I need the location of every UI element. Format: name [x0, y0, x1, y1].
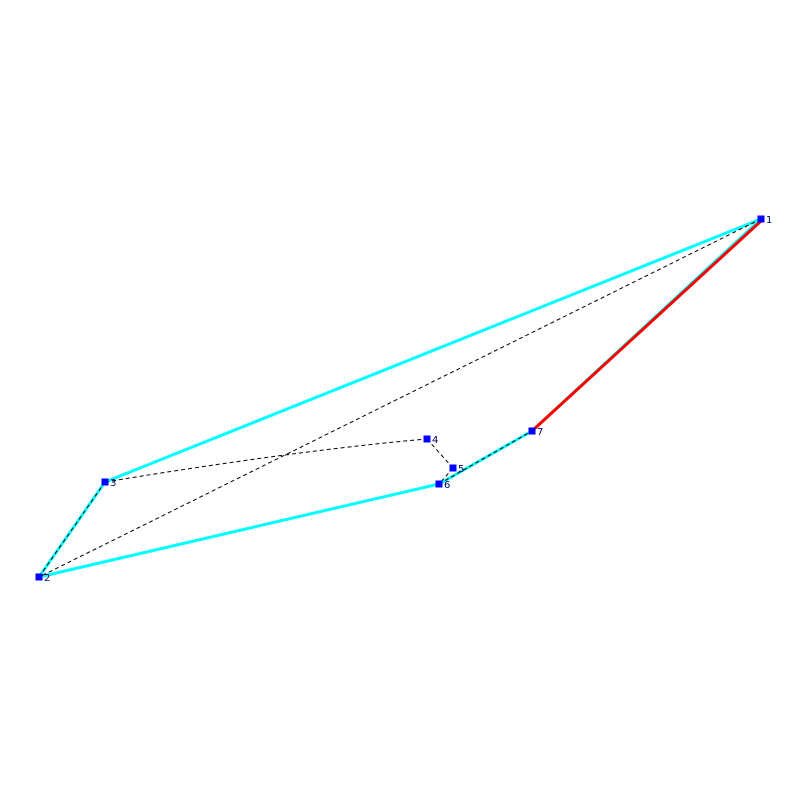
- dashed-edge: [438, 430, 533, 485]
- node: [435, 480, 443, 488]
- dashed-edge: [38, 218, 762, 578]
- node-label: 5: [458, 464, 464, 475]
- highlight-edge: [530, 219, 763, 433]
- edge: [104, 217, 762, 484]
- node: [35, 573, 43, 581]
- dashed-edge: [104, 438, 428, 483]
- dashed-edge: [38, 481, 106, 578]
- node: [757, 215, 765, 223]
- nodes: 1 2 3 4 56 7: [35, 215, 772, 584]
- node: [101, 478, 109, 486]
- edge: [38, 482, 440, 579]
- dashed-edges: [38, 218, 762, 578]
- node-label: 3: [110, 478, 116, 489]
- node-label: 2: [44, 573, 50, 584]
- node-label: 6: [444, 480, 450, 491]
- node-label: 4: [432, 435, 438, 446]
- node-label: 7: [537, 427, 543, 438]
- node-label: 1: [766, 215, 772, 226]
- node: [528, 427, 536, 435]
- dashed-edge: [426, 438, 454, 469]
- node: [423, 435, 431, 443]
- node: [449, 464, 457, 472]
